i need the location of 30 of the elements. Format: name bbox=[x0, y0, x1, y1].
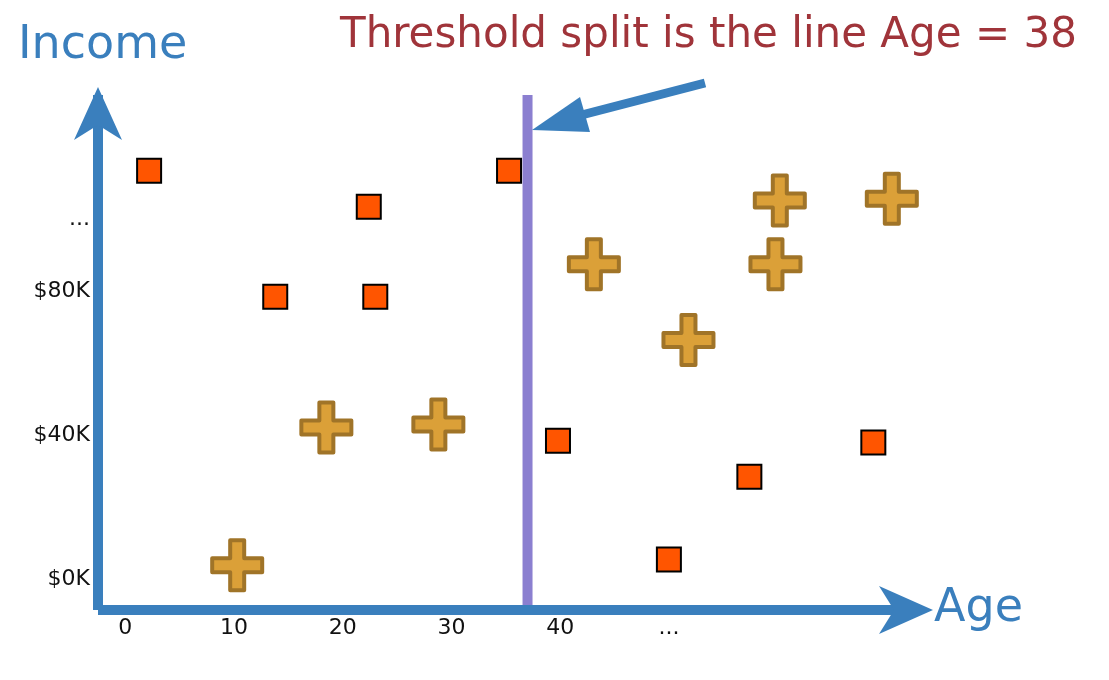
chart-title: Threshold split is the line Age = 38 bbox=[340, 8, 1077, 57]
point bbox=[411, 397, 466, 452]
point bbox=[262, 283, 289, 310]
point bbox=[860, 429, 887, 456]
point bbox=[210, 538, 265, 593]
point bbox=[355, 193, 382, 220]
y-tick-label: ... bbox=[69, 205, 90, 231]
point bbox=[736, 463, 763, 490]
point bbox=[566, 237, 621, 292]
x-axis-title: Age bbox=[934, 578, 1023, 632]
y-tick-label: $0K bbox=[47, 565, 91, 591]
point bbox=[136, 157, 163, 184]
point bbox=[299, 400, 354, 455]
point bbox=[661, 312, 716, 367]
x-tick-label: 30 bbox=[437, 613, 466, 639]
x-tick-label: 20 bbox=[328, 613, 357, 639]
y-axis-title: Income bbox=[18, 15, 188, 69]
y-tick-label: $40K bbox=[33, 421, 91, 447]
x-tick-label: 40 bbox=[546, 613, 575, 639]
x-tick-label: ... bbox=[658, 613, 680, 639]
point bbox=[544, 427, 571, 454]
point bbox=[362, 283, 389, 310]
point bbox=[748, 237, 803, 292]
point bbox=[752, 173, 807, 228]
point bbox=[655, 546, 682, 573]
y-tick-label: $80K bbox=[33, 277, 91, 303]
point bbox=[864, 171, 919, 226]
x-tick-label: 0 bbox=[118, 613, 133, 639]
x-tick-label: 10 bbox=[219, 613, 248, 639]
point bbox=[496, 157, 523, 184]
